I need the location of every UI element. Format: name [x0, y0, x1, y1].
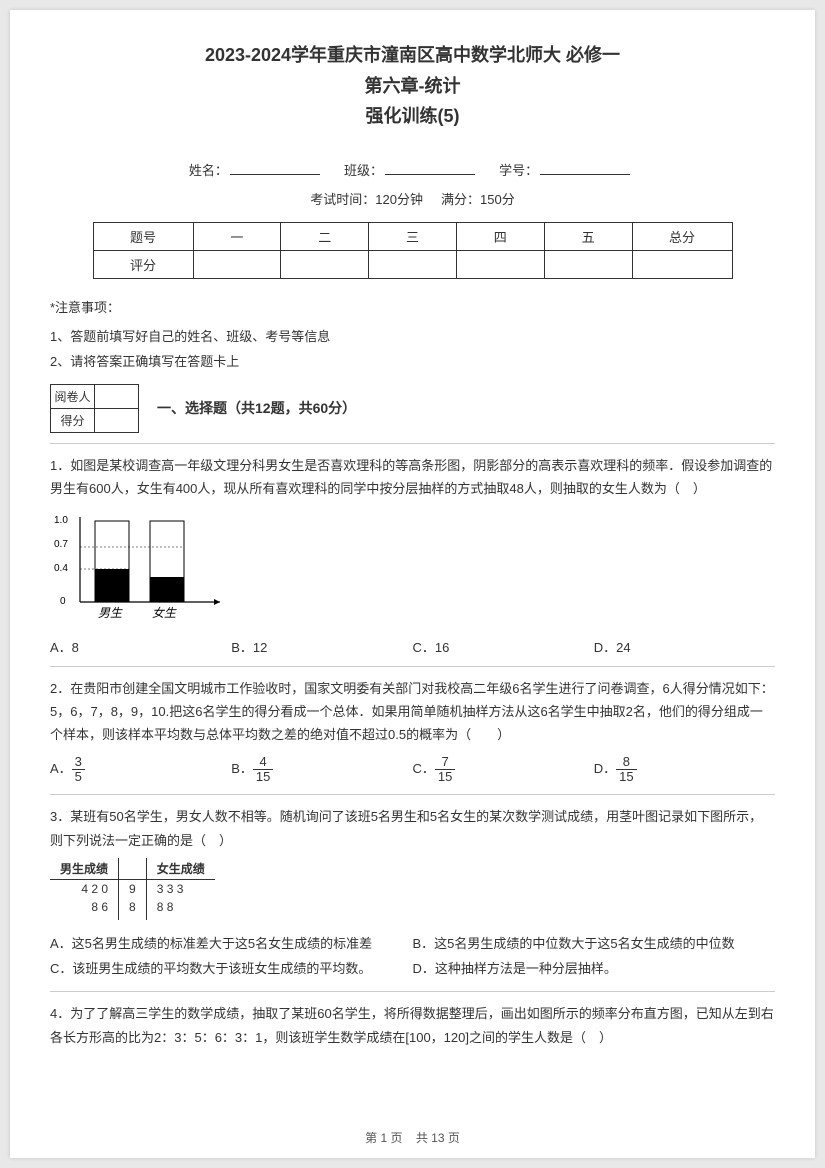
title-line-2: 第六章-统计 [50, 71, 775, 102]
th-2: 二 [281, 222, 369, 250]
sl-row-stem: 9 [119, 880, 147, 899]
reviewer-blank[interactable] [95, 384, 139, 408]
th-total: 总分 [632, 222, 732, 250]
th-4: 四 [456, 222, 544, 250]
td-blank[interactable] [632, 250, 732, 278]
page-footer: 第 1 页 共 13 页 [10, 1129, 815, 1146]
q3-options: A．这5名男生成绩的标准差大于这5名女生成绩的标准差 B．这5名男生成绩的中位数… [50, 932, 775, 981]
grader-table: 阅卷人 得分 [50, 384, 139, 433]
section-1-title: 一、选择题（共12题，共60分） [157, 398, 356, 418]
q3-stem-leaf: 男生成绩 女生成绩 4 2 0 9 3 3 3 8 6 8 8 8 [50, 858, 215, 920]
id-label: 学号： [499, 163, 538, 178]
question-4: 4．为了了解高三学生的数学成绩，抽取了某班60名学生，将所得数据整理后，画出如图… [50, 1002, 775, 1049]
table-row: 评分 [93, 250, 732, 278]
th-number: 题号 [93, 222, 193, 250]
notice-item-2: 2、请将答案正确填写在答题卡上 [50, 351, 775, 370]
grader-score-label: 得分 [51, 408, 95, 432]
notice-item-1: 1、答题前填写好自己的姓名、班级、考号等信息 [50, 326, 775, 345]
score-label: 满分：150分 [441, 192, 515, 207]
exam-page: 2023-2024学年重庆市潼南区高中数学北师大 必修一 第六章-统计 强化训练… [10, 10, 815, 1158]
q1-opt-d[interactable]: D．24 [594, 637, 775, 656]
footer-page: 第 1 页 [365, 1131, 402, 1145]
td-blank[interactable] [456, 250, 544, 278]
q1-bar-chart: 1.0 0.7 0.4 0 男生 女生 [50, 507, 230, 627]
sl-row-right: 8 8 [146, 898, 215, 916]
name-blank[interactable] [230, 161, 320, 175]
sl-row-stem: 8 [119, 898, 147, 916]
q1-options: A．8 B．12 C．16 D．24 [50, 637, 775, 656]
sl-right-header: 女生成绩 [146, 858, 215, 880]
title-line-1: 2023-2024学年重庆市潼南区高中数学北师大 必修一 [50, 40, 775, 71]
svg-text:0: 0 [60, 596, 66, 607]
grader-section: 阅卷人 得分 一、选择题（共12题，共60分） [50, 384, 775, 433]
q2-opt-c[interactable]: C．715 [413, 755, 594, 785]
q1-opt-c[interactable]: C．16 [413, 637, 594, 656]
td-blank[interactable] [193, 250, 281, 278]
th-3: 三 [369, 222, 457, 250]
svg-text:0.7: 0.7 [54, 539, 68, 550]
q2-opt-a[interactable]: A．35 [50, 755, 231, 785]
exam-meta: 考试时间：120分钟 满分：150分 [50, 189, 775, 208]
sl-left-header: 男生成绩 [50, 858, 119, 880]
title-block: 2023-2024学年重庆市潼南区高中数学北师大 必修一 第六章-统计 强化训练… [50, 40, 775, 132]
class-label: 班级： [344, 163, 383, 178]
svg-text:1.0: 1.0 [54, 515, 68, 526]
th-5: 五 [544, 222, 632, 250]
td-blank[interactable] [281, 250, 369, 278]
q3-opt-a[interactable]: A．这5名男生成绩的标准差大于这5名女生成绩的标准差 [50, 932, 413, 957]
reviewer-label: 阅卷人 [51, 384, 95, 408]
q1-opt-a[interactable]: A．8 [50, 637, 231, 656]
q3-opt-d[interactable]: D．这种抽样方法是一种分层抽样。 [413, 957, 776, 982]
sl-row-left: 8 6 [50, 898, 119, 916]
question-3: 3．某班有50名学生，男女人数不相等。随机询问了该班5名男生和5名女生的某次数学… [50, 805, 775, 852]
score-table: 题号 一 二 三 四 五 总分 评分 [93, 222, 733, 279]
th-1: 一 [193, 222, 281, 250]
student-info-line: 姓名： 班级： 学号： [50, 160, 775, 179]
grader-score-blank[interactable] [95, 408, 139, 432]
td-blank[interactable] [544, 250, 632, 278]
svg-text:女生: 女生 [152, 606, 177, 620]
q2-options: A．35 B．415 C．715 D．815 [50, 755, 775, 785]
td-blank[interactable] [369, 250, 457, 278]
class-blank[interactable] [385, 161, 475, 175]
td-score-label: 评分 [93, 250, 193, 278]
table-row: 题号 一 二 三 四 五 总分 [93, 222, 732, 250]
time-label: 考试时间：120分钟 [310, 192, 423, 207]
q3-opt-c[interactable]: C．该班男生成绩的平均数大于该班女生成绩的平均数。 [50, 957, 413, 982]
notice-title: *注意事项： [50, 297, 775, 316]
sl-row-left: 4 2 0 [50, 880, 119, 899]
question-2: 2．在贵阳市创建全国文明城市工作验收时，国家文明委有关部门对我校高二年级6名学生… [50, 677, 775, 747]
title-line-3: 强化训练(5) [50, 101, 775, 132]
svg-text:男生: 男生 [98, 606, 123, 620]
footer-total: 共 13 页 [416, 1131, 460, 1145]
q3-opt-b[interactable]: B．这5名男生成绩的中位数大于这5名女生成绩的中位数 [413, 932, 776, 957]
name-label: 姓名： [189, 163, 228, 178]
sl-row-right: 3 3 3 [146, 880, 215, 899]
q2-opt-b[interactable]: B．415 [231, 755, 412, 785]
q2-opt-d[interactable]: D．815 [594, 755, 775, 785]
svg-text:0.4: 0.4 [54, 563, 68, 574]
q1-opt-b[interactable]: B．12 [231, 637, 412, 656]
question-1: 1．如图是某校调查高一年级文理分科男女生是否喜欢理科的等高条形图，阴影部分的高表… [50, 454, 775, 501]
id-blank[interactable] [540, 161, 630, 175]
